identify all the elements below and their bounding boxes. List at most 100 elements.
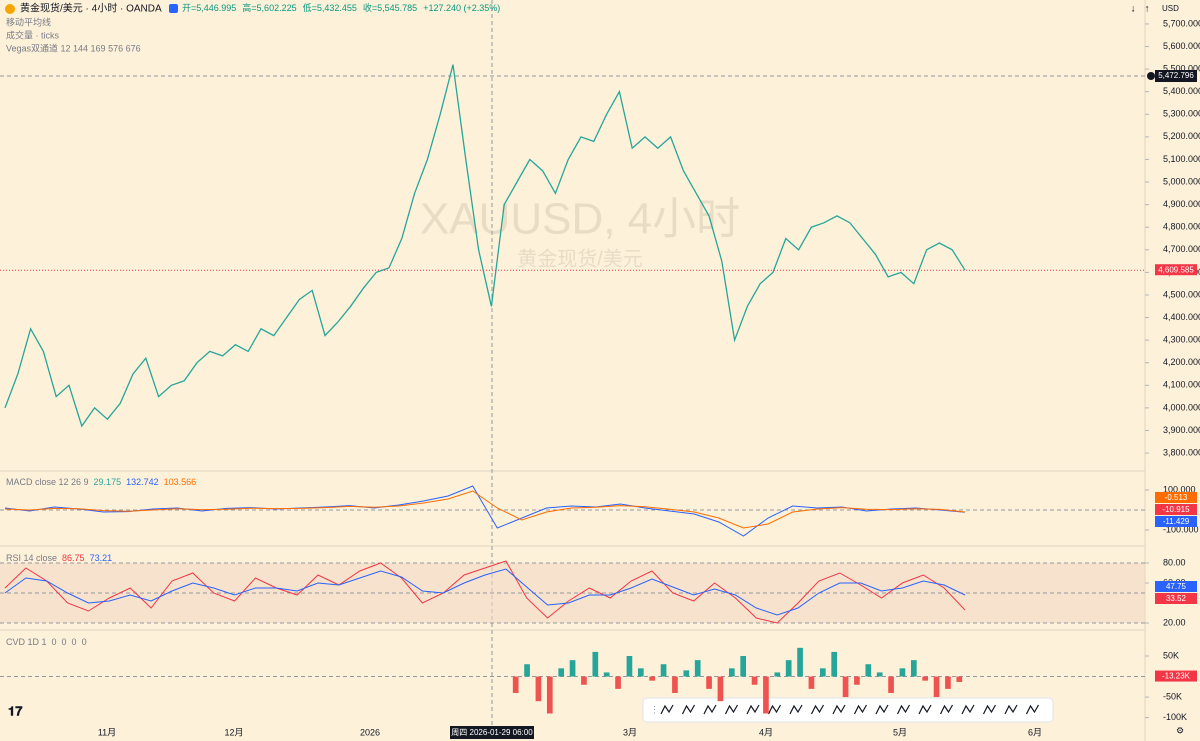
tool-icon[interactable] xyxy=(681,704,696,715)
indicator-title: MACD close 12 26 9 29.175 132.742 103.566 xyxy=(6,477,196,487)
bar xyxy=(626,656,633,677)
ohlc-value: 收=5,545.785 xyxy=(363,2,417,13)
currency-button[interactable]: USD xyxy=(1162,4,1179,13)
bar xyxy=(581,676,587,685)
indicator-value: 86.75 xyxy=(62,553,85,563)
value-badge-label: -11.429 xyxy=(1163,517,1190,526)
y-tick-label: 4,700.000 xyxy=(1163,244,1200,254)
indicator-label[interactable]: 成交量 · ticks xyxy=(6,29,59,40)
indicator-value: 0 xyxy=(82,637,87,647)
tool-icon[interactable] xyxy=(767,704,782,715)
tool-icon[interactable] xyxy=(724,704,739,715)
y-tick-label: -50K xyxy=(1163,691,1182,701)
bar xyxy=(899,668,906,677)
bar xyxy=(512,676,519,693)
bar xyxy=(956,676,963,682)
y-tick-label: 5,400.000 xyxy=(1163,86,1200,96)
value-badge xyxy=(1155,670,1197,682)
y-tick-label: -100K xyxy=(1163,712,1187,722)
y-tick-label: 4,800.000 xyxy=(1163,222,1200,232)
arrow-down-button[interactable]: ↓ xyxy=(1131,4,1136,15)
bar xyxy=(728,668,735,677)
indicator-value: 73.21 xyxy=(90,553,113,563)
ohlc-value: 高=5,602.225 xyxy=(242,2,296,13)
value-badge xyxy=(1155,516,1197,527)
value-badge-label: 33.52 xyxy=(1166,594,1187,603)
bar xyxy=(819,668,826,677)
x-axis-label: 6月 xyxy=(1028,727,1042,737)
x-axis-label: 5月 xyxy=(893,727,907,737)
indicator-value: 0 xyxy=(72,637,77,647)
indicator-title: RSI 14 close 86.75 73.21 xyxy=(6,553,112,563)
crosshair-add-button[interactable] xyxy=(1147,72,1155,80)
tool-icon[interactable] xyxy=(961,704,975,715)
bar xyxy=(649,676,656,681)
y-tick-label: 5,100.000 xyxy=(1163,154,1200,164)
y-tick-label: 4,200.000 xyxy=(1163,357,1200,367)
flag-icon[interactable] xyxy=(169,4,178,13)
value-badge xyxy=(1155,593,1197,604)
y-tick-label: 5,000.000 xyxy=(1163,176,1200,186)
bar xyxy=(888,676,894,693)
tool-icon[interactable] xyxy=(853,704,868,715)
watermark-subtitle: 黄金现货/美元 xyxy=(517,247,643,270)
indicator-value: 103.566 xyxy=(164,477,197,487)
tool-icon[interactable] xyxy=(703,704,717,715)
y-tick-label: 3,900.000 xyxy=(1163,425,1200,435)
y-tick-label: 5,700.000 xyxy=(1163,18,1200,28)
bar xyxy=(808,676,815,689)
indicator-value: 0 xyxy=(62,637,67,647)
bar xyxy=(615,676,621,689)
bar xyxy=(854,676,860,685)
y-tick-label: 4,000.000 xyxy=(1163,402,1200,412)
bar xyxy=(683,670,690,677)
indicator-value: 132.742 xyxy=(126,477,159,487)
y-tick-label: 4,900.000 xyxy=(1163,199,1200,209)
value-badge-label: -13.23K xyxy=(1162,672,1191,681)
bar xyxy=(831,651,838,677)
settings-button[interactable]: ⚙ xyxy=(1176,725,1184,735)
tool-icon[interactable] xyxy=(789,704,803,715)
value-badge xyxy=(1155,581,1197,592)
tool-icon[interactable] xyxy=(810,704,825,715)
indicator-label[interactable]: 移动平均线 xyxy=(6,16,51,27)
tool-icon[interactable] xyxy=(918,704,932,715)
ohlc-legend: 开=5,446.995 高=5,602.225 低=5,432.455 收=5,545… xyxy=(182,2,500,13)
tool-icon[interactable] xyxy=(1004,704,1018,715)
logo: 𝟏𝟕 xyxy=(8,703,23,718)
y-tick-label: 5,600.000 xyxy=(1163,41,1200,51)
x-axis-label: 12月 xyxy=(224,727,243,737)
tool-icon[interactable] xyxy=(660,704,674,715)
tool-icon[interactable] xyxy=(939,704,954,715)
y-tick-label: 4,400.000 xyxy=(1163,312,1200,322)
bar xyxy=(785,660,792,677)
crosshair-price: 5,472.796 xyxy=(1158,71,1194,80)
ohlc-value: 低=5,432.455 xyxy=(303,2,357,13)
toolbar-handle: ⋮ xyxy=(650,704,659,714)
indicator-label[interactable]: Vegas双通道 12 144 169 576 676 xyxy=(6,42,141,53)
tool-icon[interactable] xyxy=(832,704,846,715)
y-tick-label: 80.00 xyxy=(1163,557,1186,567)
y-tick-label: 4,100.000 xyxy=(1163,380,1200,390)
arrow-up-button[interactable]: ↑ xyxy=(1145,4,1150,15)
tool-icon[interactable] xyxy=(1025,704,1040,715)
drawing-toolbar xyxy=(642,697,1054,723)
bar xyxy=(751,676,758,685)
bar xyxy=(945,676,951,689)
bar xyxy=(694,660,701,677)
indicator-name: CVD 1D 1 xyxy=(6,637,47,647)
indicator-value: 0 xyxy=(52,637,57,647)
value-badge xyxy=(1155,492,1197,503)
y-tick-label: 3,800.000 xyxy=(1163,447,1200,457)
symbol-title[interactable]: 黄金现货/美元 · 4小时 · OANDA xyxy=(20,2,162,15)
tool-icon[interactable] xyxy=(875,704,889,715)
bar xyxy=(546,676,553,714)
tool-icon[interactable] xyxy=(896,704,911,715)
bar xyxy=(660,664,667,677)
bar xyxy=(558,668,565,677)
value-badge xyxy=(1155,504,1197,515)
tool-icon[interactable] xyxy=(746,704,760,715)
tool-icon[interactable] xyxy=(982,704,997,715)
value-badge-label: 4,609.585 xyxy=(1158,265,1194,274)
